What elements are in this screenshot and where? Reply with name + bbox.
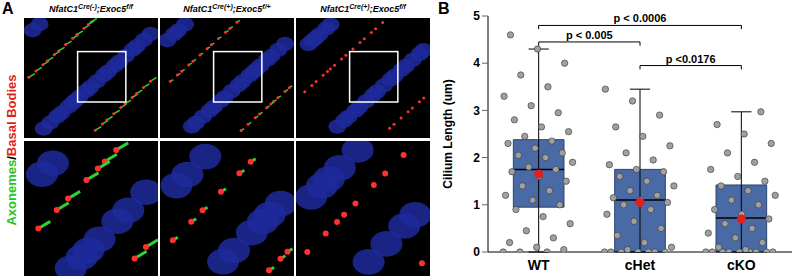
html-text:B: B [438, 0, 450, 17]
svg-text:Axonemes/Basal Bodies: Axonemes/Basal Bodies [4, 74, 19, 225]
svg-text:Cilium Length (um): Cilium Length (um) [441, 79, 455, 188]
svg-text:2: 2 [473, 151, 480, 165]
svg-text:p < 0.0006: p < 0.0006 [614, 12, 667, 24]
svg-text:1: 1 [473, 198, 480, 212]
svg-text:5: 5 [473, 9, 480, 23]
svg-text:NfatC1Cre(-);Exoc5f/f: NfatC1Cre(-);Exoc5f/f [49, 3, 133, 15]
svg-text:cKO: cKO [727, 257, 756, 273]
svg-text:p < 0.005: p < 0.005 [566, 29, 613, 41]
svg-text:p <0.0176: p <0.0176 [666, 53, 716, 65]
svg-text:NfatC1Cre(+);Exoc5f/+: NfatC1Cre(+);Exoc5f/+ [183, 3, 270, 15]
svg-text:cHet: cHet [625, 257, 656, 273]
svg-text:WT: WT [528, 257, 550, 273]
svg-text:A: A [2, 0, 14, 17]
svg-text:0: 0 [473, 245, 480, 259]
svg-text:NfatC1Cre(+);Exoc5f/f: NfatC1Cre(+);Exoc5f/f [320, 3, 406, 15]
svg-text:4: 4 [473, 56, 480, 70]
svg-text:3: 3 [473, 104, 480, 118]
